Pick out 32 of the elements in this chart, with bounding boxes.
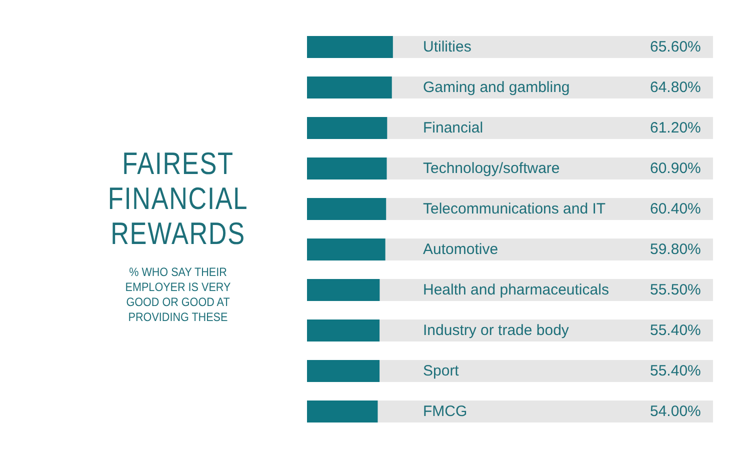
- bar: [307, 158, 387, 180]
- y-tick-label: Financial: [423, 120, 484, 136]
- y-tick-label: Sport: [423, 362, 460, 380]
- y-tick-label: Health and pharmaceuticals: [423, 282, 609, 298]
- data-label: 64.80%: [650, 79, 701, 96]
- bar: [307, 198, 386, 220]
- data-label: 55.40%: [650, 362, 701, 380]
- bar: [307, 76, 392, 98]
- text: FAIREST FINANCIAL REWARDS: [106, 146, 250, 251]
- data-label: 55.40%: [650, 322, 701, 339]
- bar: [307, 279, 380, 301]
- data-label: 61.20%: [650, 120, 701, 136]
- bar: [307, 238, 386, 260]
- y-tick-label: Technology/software: [423, 160, 560, 177]
- data-label: 54.00%: [650, 403, 701, 420]
- bar: [307, 400, 378, 422]
- bar: [307, 320, 380, 342]
- y-tick-label: Industry or trade body: [423, 322, 570, 339]
- bar: [307, 36, 393, 58]
- data-label: 65.60%: [650, 38, 701, 56]
- bar: [307, 360, 380, 382]
- data-label: 60.90%: [650, 160, 701, 177]
- data-label: 60.40%: [650, 200, 701, 218]
- bar: [307, 117, 388, 139]
- y-tick-label: Utilities: [423, 38, 472, 56]
- text: % WHO SAY THEIR EMPLOYER IS VERY GOOD OR GOOD AT PROVIDING THESE: [124, 265, 232, 325]
- y-tick-label: Automotive: [423, 241, 498, 258]
- y-tick-label: FMCG: [423, 403, 468, 420]
- y-tick-label: Gaming and gambling: [423, 79, 570, 96]
- data-label: 55.50%: [650, 282, 701, 298]
- data-label: 59.80%: [650, 241, 701, 258]
- y-tick-label: Telecommunications and IT: [423, 200, 606, 218]
